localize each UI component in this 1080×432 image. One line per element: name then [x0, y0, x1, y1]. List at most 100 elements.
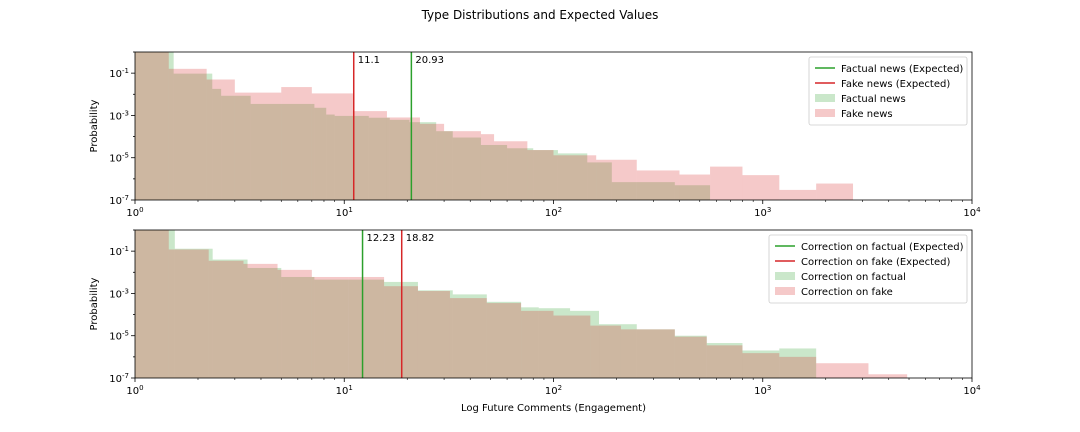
legend-patch-swatch — [775, 272, 795, 280]
x-tick-label: 102 — [545, 384, 562, 397]
y-tick-label: 10-7 — [109, 194, 129, 207]
y-tick-label: 10-5 — [109, 152, 129, 165]
histogram-bar — [779, 356, 817, 378]
histogram-bar — [212, 259, 248, 378]
legend: Factual news (Expected) Fake news (Expect… — [808, 56, 968, 126]
bottom-panel-corrections: 12.23 18.82 100 101 102 103 104 10-7 10-5 10-3 10-… — [89, 229, 981, 414]
histogram-bar — [570, 310, 600, 378]
x-tick-label: 103 — [754, 384, 771, 397]
histogram-bar — [419, 123, 445, 200]
histogram-bar — [135, 52, 169, 200]
histogram-bar — [779, 189, 817, 200]
histogram-bar — [557, 153, 588, 200]
histogram-bar — [538, 308, 571, 378]
histogram-bar — [334, 115, 369, 200]
histogram-bar — [480, 144, 508, 200]
histogram-bar — [587, 162, 612, 200]
histogram-bar — [486, 301, 522, 378]
histogram-bar — [352, 111, 387, 200]
histogram-bar — [326, 114, 335, 200]
histogram-bar — [816, 183, 854, 200]
histogram-bar — [417, 291, 450, 378]
histogram-bar — [452, 294, 487, 378]
histogram-bar — [611, 182, 637, 200]
histogram-bar — [486, 303, 522, 378]
expected-value-label: 20.93 — [415, 55, 444, 66]
histogram-bar — [674, 335, 707, 378]
legend-patch-swatch — [775, 287, 795, 295]
x-tick-label: 100 — [126, 206, 143, 219]
histogram-bar — [480, 134, 495, 200]
histogram-bar — [674, 336, 707, 378]
histogram-bar — [706, 343, 743, 378]
histogram-bar — [389, 119, 410, 200]
histogram-bar — [135, 230, 175, 378]
histogram-bar — [206, 79, 235, 200]
x-tick-label: 101 — [336, 206, 353, 219]
histogram-bar — [596, 159, 637, 200]
histogram-bar — [234, 92, 282, 200]
y-tick-label: 10-5 — [109, 330, 129, 343]
histogram-bar — [521, 307, 539, 378]
histogram-bar — [348, 279, 385, 378]
histogram-bar — [168, 249, 209, 378]
legend-entry-label: Correction on fake — [801, 287, 893, 298]
y-tick-label: 10-7 — [109, 372, 129, 385]
histogram-bar — [620, 329, 675, 378]
histogram-bar — [277, 269, 312, 378]
x-axis-label: Log Future Comments (Engagement) — [461, 403, 646, 414]
legend-patch-swatch — [815, 109, 835, 117]
y-tick-label: 10-3 — [109, 287, 129, 300]
histogram-bar — [816, 363, 869, 378]
x-tick-label: 100 — [126, 384, 143, 397]
y-tick-label: 10-3 — [109, 109, 129, 122]
y-axis-label: Probability — [89, 277, 100, 330]
histogram-bar — [348, 276, 385, 378]
histogram-bar — [742, 353, 780, 378]
histogram-bar — [247, 267, 282, 378]
legend-entry-label: Fake news (Expected) — [841, 79, 950, 90]
legend-entry-label: Factual news (Expected) — [841, 64, 963, 75]
legend-patch-swatch — [815, 94, 835, 102]
legend-box — [808, 56, 968, 126]
x-tick-label: 101 — [336, 384, 353, 397]
legend-entry-label: Correction on fake (Expected) — [801, 257, 951, 268]
histogram-bar — [174, 248, 213, 378]
expected-value-label: 11.1 — [358, 55, 380, 66]
histogram-bar — [636, 182, 675, 200]
histogram-bar — [674, 185, 711, 200]
legend-entry-label: Correction on factual — [801, 272, 906, 283]
histogram-bar — [636, 329, 675, 378]
histogram-bar — [208, 260, 244, 378]
histogram-bar — [173, 73, 213, 200]
histogram-bar — [409, 122, 437, 200]
histogram-bar — [386, 117, 420, 200]
histogram-bar — [314, 279, 349, 378]
histogram-bar — [436, 131, 453, 200]
histogram-bar — [710, 166, 743, 200]
y-axis-label: Probability — [89, 99, 100, 152]
histogram-bar — [553, 315, 591, 378]
histogram-bar — [281, 87, 312, 200]
x-tick-label: 102 — [545, 206, 562, 219]
histogram-bar — [590, 325, 621, 378]
legend: Correction on factual (Expected) Correcti… — [768, 234, 968, 304]
legend-entry-label: Correction on factual (Expected) — [801, 242, 964, 253]
histogram-bar — [527, 150, 554, 200]
expected-value-label: 18.82 — [406, 233, 435, 244]
histogram-bar — [452, 137, 481, 200]
histogram-bar — [135, 52, 174, 200]
histogram-bar — [444, 131, 481, 200]
x-tick-label: 103 — [754, 206, 771, 219]
histogram-bar — [168, 68, 207, 200]
histogram-bar — [636, 170, 680, 200]
plot-area — [135, 52, 854, 200]
histogram-bar — [311, 93, 353, 200]
histogram-bar — [868, 374, 908, 378]
histogram-bar — [679, 174, 711, 200]
histogram-bar — [507, 148, 534, 200]
histogram-bar — [314, 107, 327, 200]
histogram-bar — [368, 117, 390, 200]
y-tick-label: 10-1 — [109, 67, 129, 80]
